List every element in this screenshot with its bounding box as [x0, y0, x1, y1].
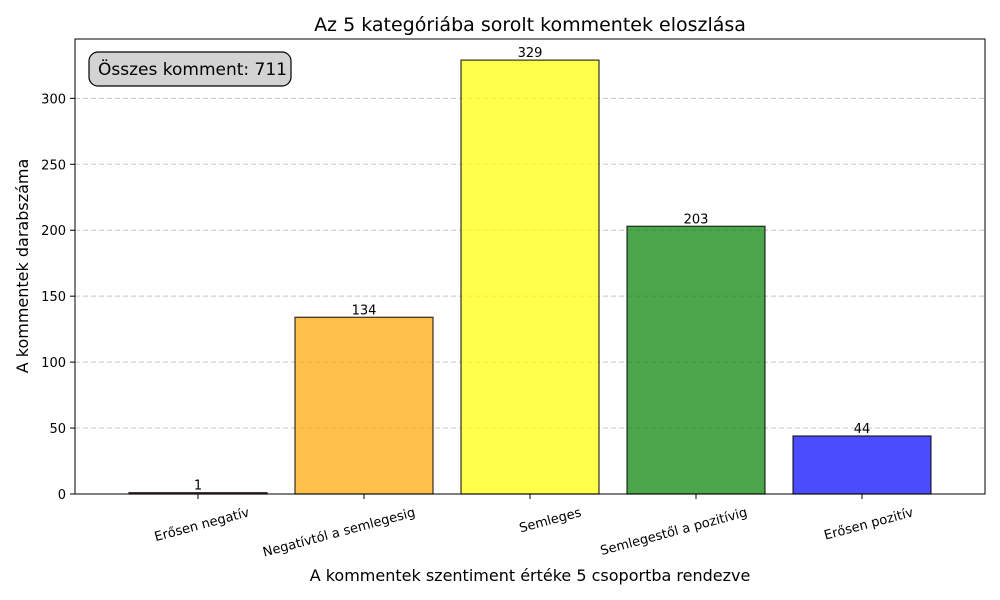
bar-value-label: 203: [684, 212, 709, 227]
bar-value-label: 134: [352, 303, 377, 318]
total-annotation-box: [88, 51, 292, 87]
y-axis: 0 50 100 150 200 250 300: [41, 92, 75, 503]
y-tick-label: 100: [41, 356, 66, 371]
y-tick-label: 200: [41, 224, 66, 239]
y-tick-label: 250: [41, 158, 66, 173]
x-axis-label: A kommentek szentiment értéke 5 csoportb…: [310, 566, 751, 585]
chart-title: Az 5 kategóriába sorolt kommentek eloszl…: [314, 14, 746, 36]
y-tick-label: 300: [41, 92, 66, 107]
bar-value-label: 1: [194, 479, 202, 494]
bar-value-labels: 1 134 329 203 44: [194, 46, 870, 494]
bar: [460, 59, 600, 495]
bar-value-label: 44: [854, 422, 871, 437]
bar: [626, 225, 766, 495]
bar-value-label: 329: [518, 46, 543, 61]
y-tick-label: 150: [41, 290, 66, 305]
total-annotation: Összes komment: 711: [88, 51, 292, 87]
bar: [294, 316, 434, 495]
y-tick-label: 0: [58, 488, 66, 503]
bar: [792, 435, 932, 495]
total-annotation-text: Összes komment: 711: [98, 58, 287, 80]
bars: [128, 59, 932, 495]
y-axis-label: A kommentek darabszáma: [13, 159, 32, 374]
y-tick-label: 50: [49, 422, 66, 437]
